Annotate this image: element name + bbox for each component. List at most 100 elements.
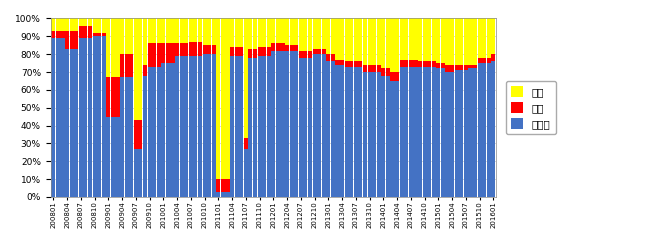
Bar <box>340 65 344 197</box>
Bar <box>427 61 431 67</box>
Bar <box>239 47 244 56</box>
Bar <box>313 18 317 49</box>
Bar <box>65 18 69 31</box>
Bar <box>148 18 151 43</box>
Bar <box>386 76 390 197</box>
Bar <box>349 18 353 61</box>
Bar <box>97 33 101 36</box>
Bar <box>143 18 147 65</box>
Bar <box>184 18 188 43</box>
Bar <box>180 56 183 197</box>
Bar <box>295 51 298 197</box>
Bar <box>427 18 431 61</box>
Bar <box>482 58 486 63</box>
Bar <box>221 18 225 179</box>
Bar <box>322 18 326 49</box>
Bar <box>276 18 280 43</box>
Bar <box>454 70 459 197</box>
Bar <box>436 18 440 63</box>
Bar <box>207 54 212 197</box>
Bar <box>79 26 83 38</box>
Bar <box>345 61 349 67</box>
Bar <box>363 72 367 197</box>
Bar <box>395 18 399 72</box>
Bar <box>56 31 60 38</box>
Bar <box>248 58 253 197</box>
Bar <box>52 31 56 38</box>
Bar <box>354 18 358 61</box>
Bar <box>202 18 206 45</box>
Bar <box>404 67 408 197</box>
Bar <box>262 56 266 197</box>
Bar <box>111 18 115 77</box>
Bar <box>257 18 262 47</box>
Bar <box>230 56 234 197</box>
Bar <box>88 38 92 197</box>
Bar <box>280 51 285 197</box>
Bar <box>331 61 335 197</box>
Bar <box>477 18 482 58</box>
Bar <box>404 60 408 67</box>
Bar <box>93 33 97 36</box>
Bar <box>363 65 367 72</box>
Bar <box>157 18 161 43</box>
Bar <box>202 54 206 197</box>
Bar <box>79 38 83 197</box>
Bar <box>193 56 197 197</box>
Bar <box>326 54 330 61</box>
Bar <box>459 18 464 65</box>
Bar <box>120 18 124 54</box>
Bar <box>134 149 138 197</box>
Bar <box>207 18 212 45</box>
Bar <box>436 69 440 197</box>
Bar <box>441 69 445 197</box>
Bar <box>184 43 188 56</box>
Bar <box>473 69 477 197</box>
Bar <box>212 45 216 54</box>
Bar <box>290 45 294 51</box>
Bar <box>106 117 110 197</box>
Bar <box>322 54 326 197</box>
Bar <box>295 18 298 45</box>
Bar <box>225 179 230 191</box>
Bar <box>432 67 436 197</box>
Bar <box>225 18 230 179</box>
Bar <box>313 54 317 197</box>
Bar <box>418 61 422 67</box>
Bar <box>468 18 473 65</box>
Bar <box>413 18 417 60</box>
Bar <box>372 65 376 72</box>
Bar <box>152 43 156 67</box>
Bar <box>253 58 257 197</box>
Bar <box>482 63 486 197</box>
Bar <box>175 43 179 56</box>
Bar <box>56 38 60 197</box>
Bar <box>257 47 262 56</box>
Bar <box>52 38 56 197</box>
Bar <box>170 43 174 63</box>
Bar <box>166 18 170 43</box>
Bar <box>148 43 151 67</box>
Bar <box>266 56 271 197</box>
Bar <box>313 49 317 54</box>
Bar <box>93 36 97 197</box>
Bar <box>468 69 473 197</box>
Bar <box>304 18 308 51</box>
Bar <box>436 63 440 69</box>
Bar <box>336 18 340 60</box>
Bar <box>400 18 404 60</box>
Bar <box>74 49 78 197</box>
Bar <box>221 191 225 197</box>
Bar <box>111 77 115 117</box>
Bar <box>129 18 133 54</box>
Bar <box>212 18 216 45</box>
Bar <box>125 77 129 197</box>
Bar <box>84 18 88 26</box>
Legend: 기관, 개인, 외국인: 기관, 개인, 외국인 <box>506 81 556 134</box>
Bar <box>422 67 426 197</box>
Bar <box>244 149 248 197</box>
Bar <box>345 67 349 197</box>
Bar <box>239 18 244 47</box>
Bar <box>432 18 436 61</box>
Bar <box>212 54 216 197</box>
